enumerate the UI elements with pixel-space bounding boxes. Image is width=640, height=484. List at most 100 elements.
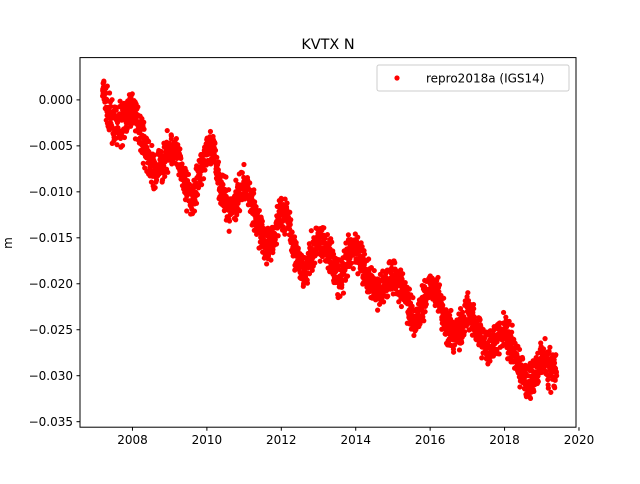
data-point-cloud	[164, 127, 170, 134]
y-tick-label: −0.030	[29, 369, 73, 383]
data-point-cloud	[552, 385, 558, 391]
data-point-cloud	[545, 377, 551, 383]
data-point-cloud	[553, 352, 559, 358]
data-point-cloud	[366, 256, 372, 262]
data-point	[181, 180, 188, 186]
data-point-cloud	[293, 240, 299, 246]
data-point-cloud	[287, 222, 293, 228]
data-point	[122, 115, 128, 121]
data-point-cloud	[471, 306, 477, 312]
data-point	[144, 152, 150, 158]
data-point-cloud	[117, 98, 123, 104]
data-point-cloud	[380, 299, 387, 305]
data-point	[531, 373, 537, 379]
data-point	[457, 327, 463, 333]
data-point-cloud	[540, 346, 547, 352]
data-point	[368, 281, 374, 287]
data-point-cloud	[509, 322, 515, 328]
data-point-cloud	[471, 314, 477, 320]
data-point-cloud	[392, 260, 398, 266]
data-point-cloud	[200, 176, 207, 182]
data-point-cloud	[448, 307, 454, 314]
data-point-cloud	[233, 177, 239, 183]
data-point-cloud	[451, 342, 458, 348]
legend: repro2018a (IGS14)	[376, 64, 570, 92]
data-point-cloud	[435, 274, 441, 281]
data-point-cloud	[179, 161, 185, 167]
data-point-cloud	[436, 282, 443, 288]
data-point-cloud	[500, 309, 507, 316]
data-point-cloud	[547, 344, 553, 350]
data-point-cloud	[470, 301, 477, 308]
data-point-cloud	[553, 369, 559, 375]
plot-area	[99, 78, 560, 401]
data-point	[382, 281, 389, 287]
data-point	[330, 262, 336, 268]
data-point	[100, 88, 106, 94]
data-point-cloud	[239, 170, 245, 176]
data-point-cloud	[284, 200, 290, 206]
data-point	[278, 207, 284, 213]
data-point	[501, 327, 508, 333]
data-point-cloud	[101, 79, 107, 85]
data-point-cloud	[127, 123, 134, 129]
data-point-cloud	[149, 142, 155, 149]
y-tick-label: −0.005	[29, 139, 73, 153]
data-point	[263, 244, 270, 250]
data-point	[539, 354, 545, 360]
data-point-cloud	[162, 173, 168, 180]
data-point	[323, 244, 329, 250]
data-point-cloud	[459, 309, 466, 315]
data-point-cloud	[337, 293, 343, 299]
data-point	[449, 336, 456, 342]
data-point-cloud	[503, 314, 509, 320]
data-point-cloud	[321, 225, 327, 231]
x-axis: 2008 2010 2012 2014 2016 2018 2020	[117, 427, 594, 447]
data-point-cloud	[411, 332, 417, 339]
data-point-cloud	[287, 209, 293, 215]
data-point	[301, 271, 307, 278]
y-axis-label: m	[1, 237, 15, 249]
data-point-cloud	[542, 336, 548, 342]
data-point-cloud	[193, 200, 200, 206]
data-point-cloud	[361, 251, 368, 257]
data-point-cloud	[450, 349, 457, 355]
data-point	[167, 143, 173, 149]
data-point	[509, 345, 515, 351]
y-axis: 0.000 −0.005 −0.010 −0.015 −0.020 −0.025 −0.03…	[29, 93, 80, 429]
data-point	[345, 253, 351, 259]
data-point-cloud	[317, 258, 323, 264]
data-point-cloud	[184, 208, 190, 214]
data-point-cloud	[371, 267, 377, 274]
data-point-cloud	[233, 217, 239, 223]
y-tick-label: −0.010	[29, 185, 73, 199]
data-point-cloud	[291, 234, 298, 240]
data-point-cloud	[154, 177, 160, 183]
data-point-cloud	[141, 119, 147, 125]
data-point-cloud	[487, 358, 493, 364]
data-point	[234, 198, 240, 204]
data-point-cloud	[440, 302, 446, 308]
y-tick-label: −0.025	[29, 323, 73, 337]
data-point-cloud	[535, 350, 541, 356]
data-point	[204, 143, 210, 149]
data-point-cloud	[456, 347, 463, 353]
data-point-cloud	[259, 218, 265, 224]
data-point	[196, 170, 203, 177]
data-point	[434, 290, 441, 296]
data-point	[472, 317, 478, 324]
data-point-cloud	[158, 148, 164, 155]
data-point-cloud	[348, 260, 354, 266]
data-point-cloud	[106, 90, 113, 96]
data-point-cloud	[459, 339, 465, 346]
data-point	[152, 170, 158, 177]
data-point-cloud	[140, 160, 146, 166]
data-point-cloud	[152, 185, 158, 191]
data-point-cloud	[304, 277, 310, 283]
data-point-cloud	[551, 360, 558, 366]
data-point	[516, 363, 523, 370]
data-point-cloud	[465, 297, 472, 304]
data-point-cloud	[461, 329, 468, 335]
data-point-cloud	[194, 192, 201, 198]
data-point	[159, 161, 165, 167]
